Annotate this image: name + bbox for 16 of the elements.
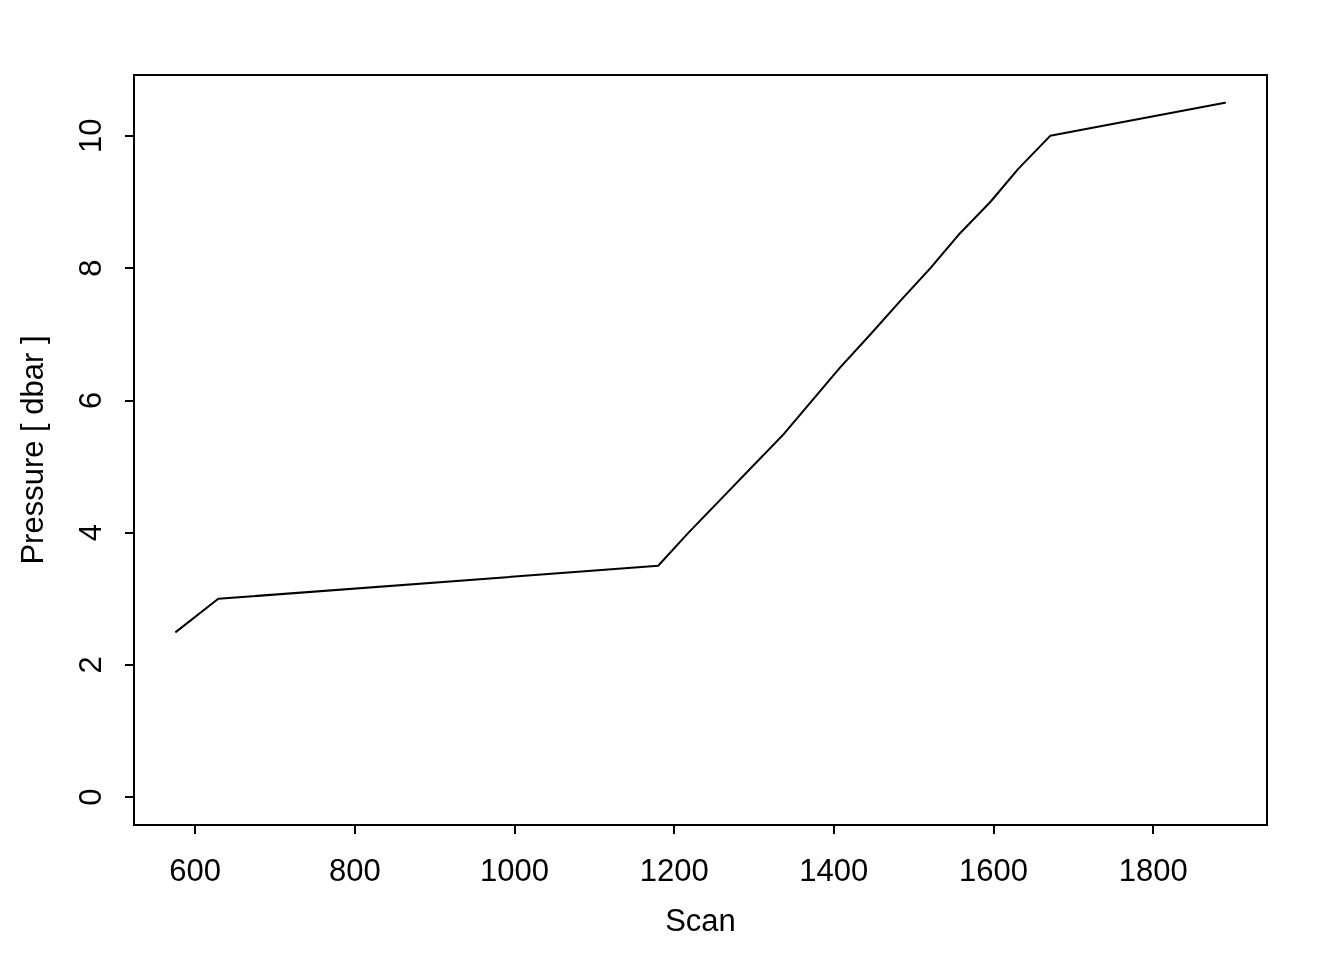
x-tick-label: 1600 [959,853,1028,888]
y-tick-label: 8 [73,259,108,277]
y-tick-label: 6 [73,391,108,410]
y-axis-title: Pressure [ dbar ] [15,335,50,565]
line-series [174,101,1227,633]
y-tick-label: 2 [73,656,108,674]
x-tick-label: 1400 [799,853,869,888]
x-tick-label: 1000 [480,853,549,888]
x-tick-label: 1800 [1118,853,1188,888]
y-tick-label: 10 [73,118,108,154]
x-tick-label: 1200 [639,853,709,888]
y-tick-label: 0 [73,788,108,806]
y-tick-label: 4 [73,524,108,542]
x-axis-title: Scan [665,903,736,938]
x-tick-label: 600 [169,853,222,888]
x-tick-label: 800 [328,853,381,888]
